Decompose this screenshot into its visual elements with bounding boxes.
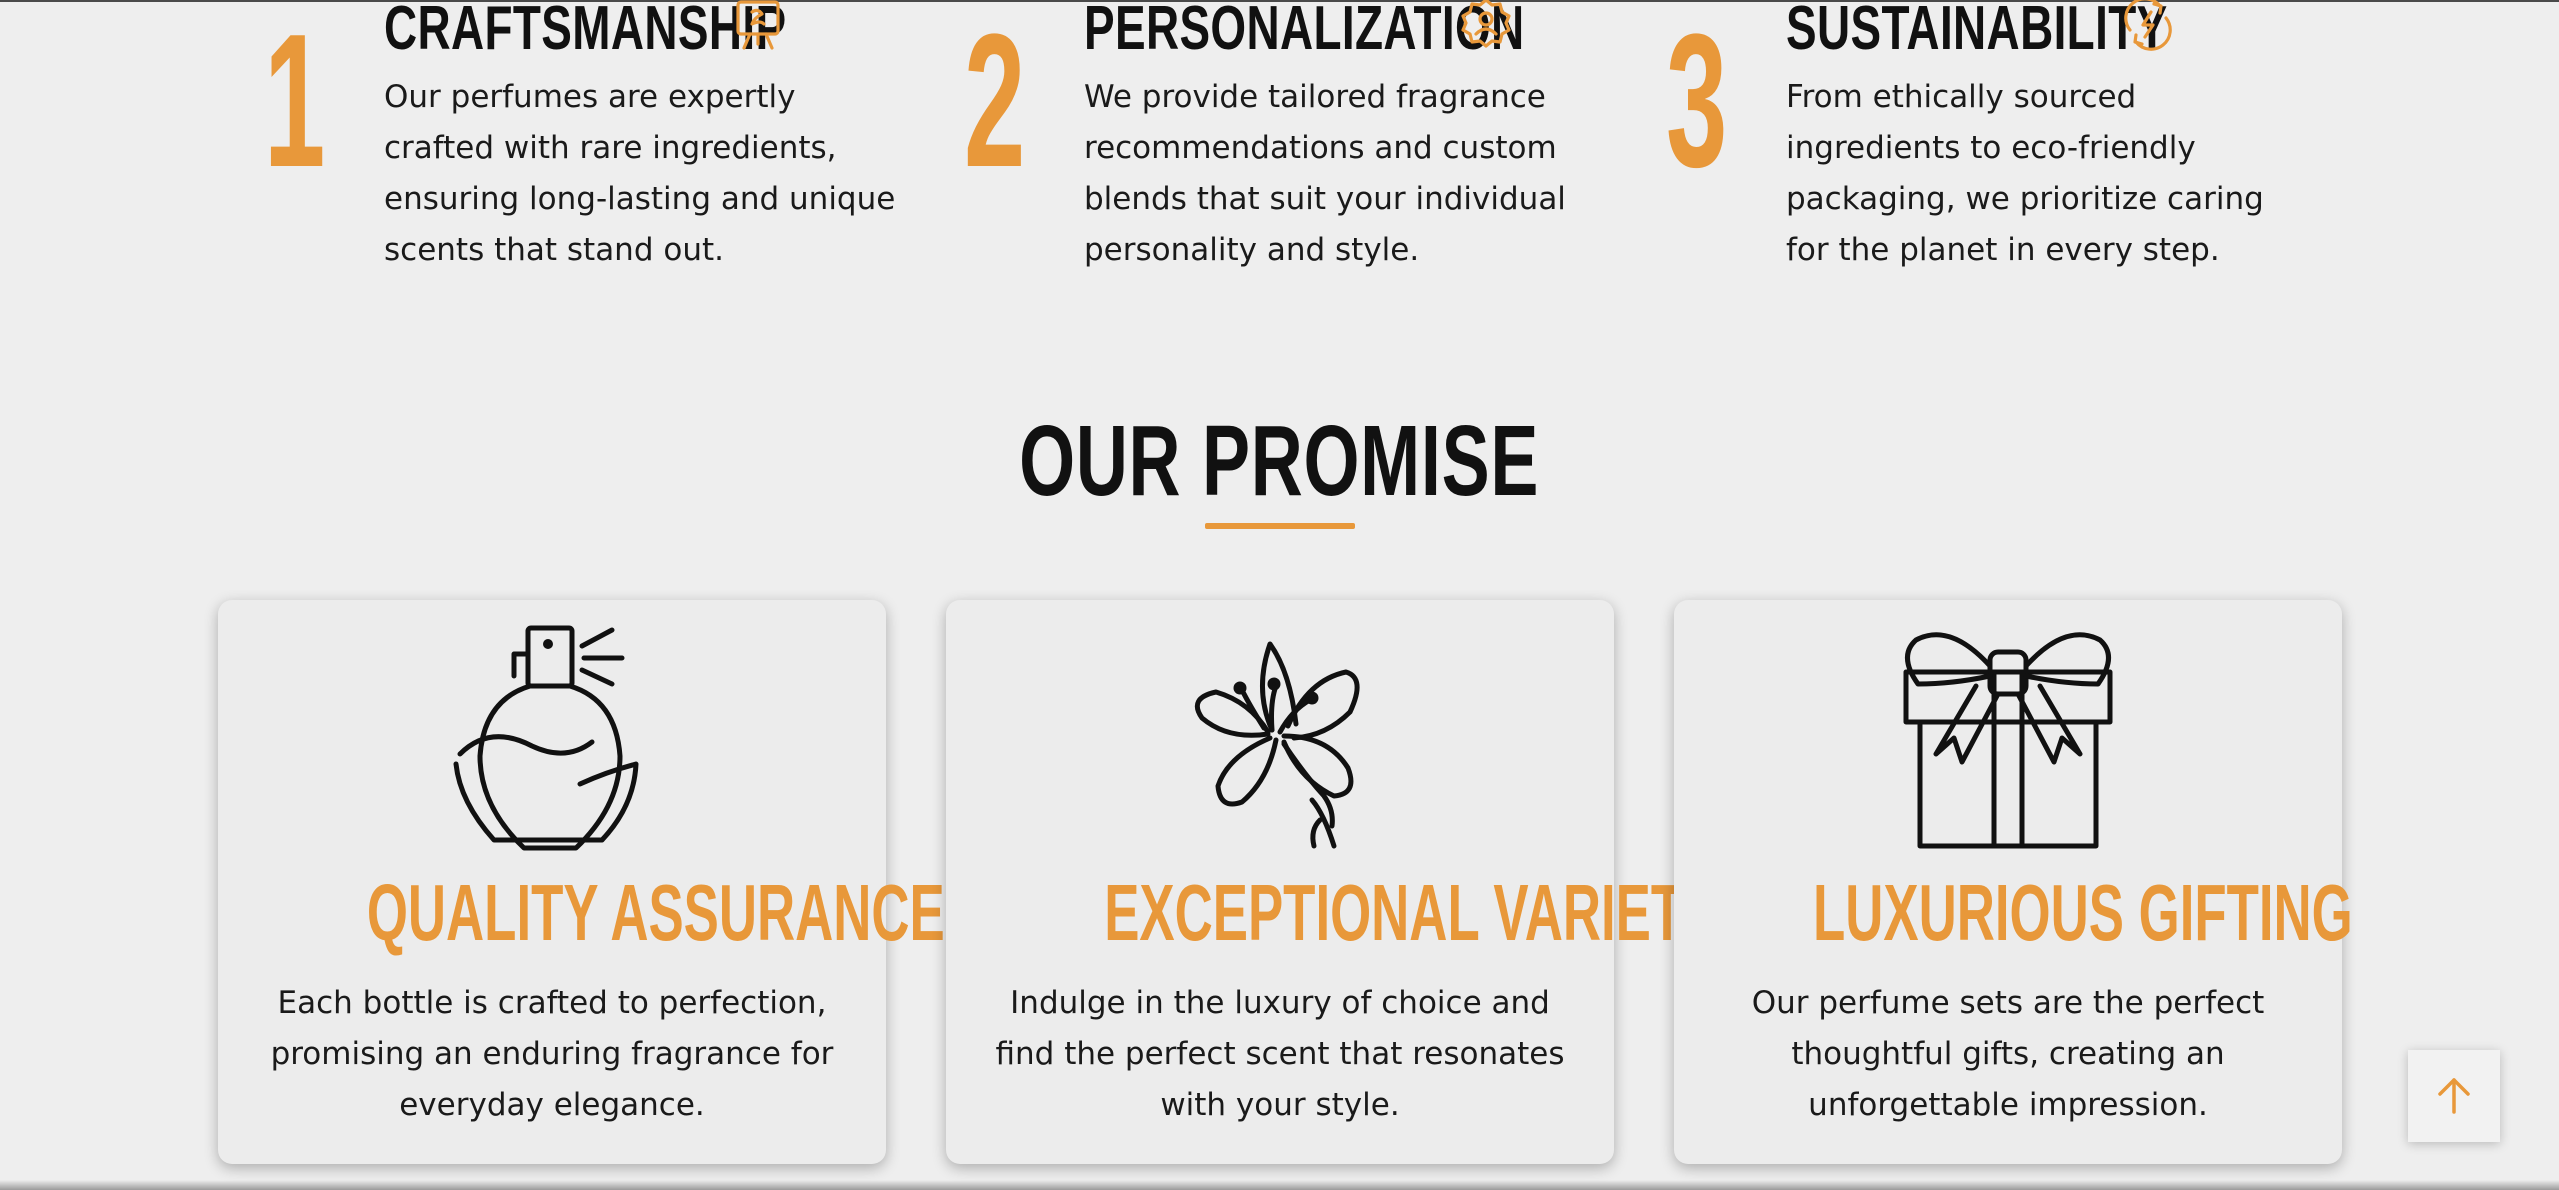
- section-title-text: OUR PROMISE: [1019, 405, 1540, 517]
- promise-card-gifting: LUXURIOUS GIFTING Our perfume sets are t…: [1674, 600, 2353, 1164]
- back-to-top-button[interactable]: [2408, 1050, 2500, 1142]
- feature-number: 1: [264, 0, 325, 207]
- gift-box-icon: [1903, 632, 2113, 849]
- card-title: EXCEPTIONAL VARIETY: [946, 870, 1718, 956]
- promise-card-quality: QUALITY ASSURANCE Each bottle is crafted…: [218, 600, 945, 1164]
- arrow-up-icon: [2438, 1078, 2470, 1114]
- feature-description: Our perfumes are expertly crafted with r…: [384, 79, 896, 268]
- card-title: LUXURIOUS GIFTING: [1674, 870, 2353, 956]
- feature-personalization: 2 PERSONALIZATION We provide tailored fr…: [964, 0, 1604, 296]
- bottom-shadow: [0, 1180, 2559, 1190]
- easel-icon: [736, 0, 780, 50]
- user-badge-icon: [1461, 0, 1511, 48]
- perfume-bottle-icon: [453, 625, 639, 851]
- card-title-text: EXCEPTIONAL VARIETY: [1104, 868, 1719, 957]
- title-underline: [1205, 523, 1355, 529]
- feature-title: SUSTAINABILITY: [1786, 0, 2168, 63]
- card-description: Indulge in the luxury of choice and find…: [995, 985, 1565, 1123]
- feature-description: From ethically sourced ingredients to ec…: [1786, 79, 2264, 268]
- feature-sustainability: 3 SUSTAINABILITY From ethically sourced …: [1666, 0, 2306, 296]
- card-description: Our perfume sets are the perfect thought…: [1751, 985, 2265, 1123]
- card-title-text: QUALITY ASSURANCE: [366, 868, 945, 957]
- feature-craftsmanship: 1 CRAFTSMANSHIP Our perfumes are expertl…: [264, 0, 904, 296]
- promise-card-variety: EXCEPTIONAL VARIETY Indulge in the luxur…: [946, 600, 1718, 1164]
- card-title: QUALITY ASSURANCE: [218, 870, 945, 956]
- eco-energy-icon: [2124, 0, 2172, 51]
- feature-title: CRAFTSMANSHIP: [384, 0, 787, 63]
- card-title-text: LUXURIOUS GIFTING: [1813, 868, 2353, 957]
- lily-flower-icon: [1194, 641, 1360, 849]
- section-title: OUR PROMISE: [0, 406, 2559, 516]
- feature-title: PERSONALIZATION: [1084, 0, 1525, 63]
- feature-number: 2: [964, 0, 1025, 207]
- feature-number: 3: [1666, 0, 1727, 207]
- card-description: Each bottle is crafted to perfection, pr…: [270, 985, 834, 1123]
- feature-description: We provide tailored fragrance recommenda…: [1084, 79, 1566, 268]
